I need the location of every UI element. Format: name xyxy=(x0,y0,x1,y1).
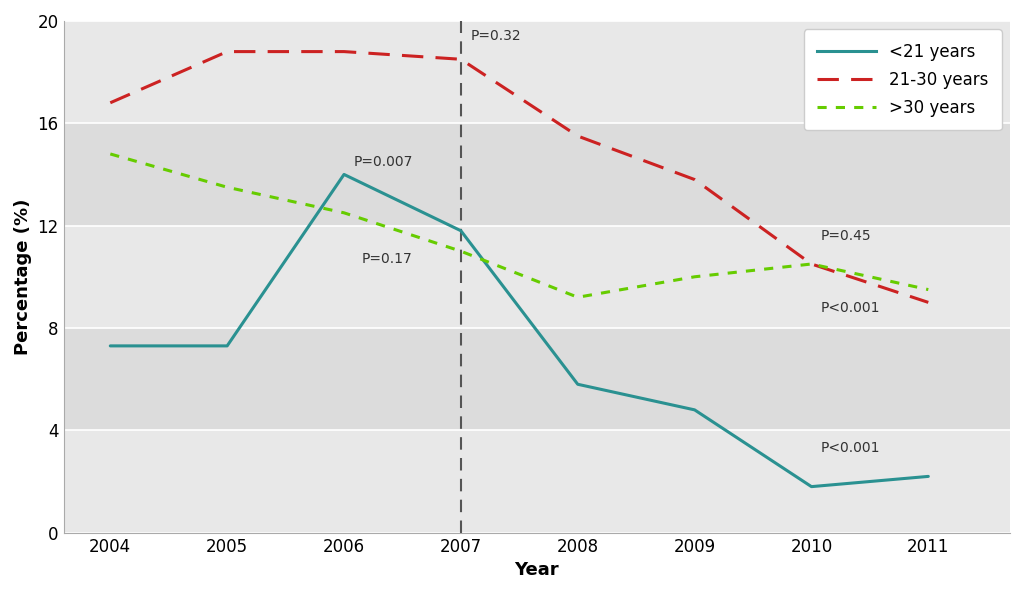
Bar xyxy=(63,21,1010,123)
Bar xyxy=(63,123,1010,225)
Bar xyxy=(63,328,1010,431)
Text: P=0.007: P=0.007 xyxy=(353,155,413,168)
Bar xyxy=(63,431,1010,533)
Legend: <21 years, 21-30 years, >30 years: <21 years, 21-30 years, >30 years xyxy=(804,29,1001,130)
Text: P=0.17: P=0.17 xyxy=(361,252,413,266)
Y-axis label: Percentage (%): Percentage (%) xyxy=(14,199,32,355)
Text: P=0.32: P=0.32 xyxy=(470,29,521,43)
Bar xyxy=(63,225,1010,328)
X-axis label: Year: Year xyxy=(514,561,559,579)
Text: P=0.45: P=0.45 xyxy=(821,229,871,243)
Text: P<0.001: P<0.001 xyxy=(821,301,881,314)
Text: P<0.001: P<0.001 xyxy=(821,441,881,455)
